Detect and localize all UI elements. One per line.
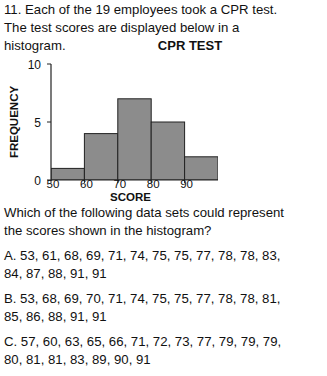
y-tick-label: 5 [34, 116, 41, 130]
question-line: 11. Each of the 19 employees took a CPR … [4, 2, 277, 17]
histogram-bar [84, 134, 117, 180]
histogram: CPR TEST FREQUENCY SCORE 0 5 10 50 60 70 80 90 [8, 38, 222, 203]
option-line: 80, 81, 81, 83, 89, 90, 91 [4, 352, 151, 367]
x-tick-label: 70 [113, 178, 126, 190]
question-line: The test scores are displayed below in a [4, 20, 240, 35]
option-line: A. 53, 61, 68, 69, 71, 74, 75, 75, 77, 7… [4, 248, 280, 263]
x-tick-label: 90 [180, 178, 193, 190]
histogram-bar [151, 122, 184, 180]
x-tick-label: 60 [80, 178, 93, 190]
y-tick [47, 64, 51, 65]
bars [51, 99, 218, 180]
y-tick [47, 122, 51, 123]
question-line: histogram. [4, 38, 66, 53]
y-tick-label: 10 [28, 58, 42, 72]
prompt-line: Which of the following data sets could r… [4, 205, 284, 220]
option-line: B. 53, 68, 69, 70, 71, 74, 75, 75, 77, 7… [4, 291, 280, 306]
histogram-bar [118, 99, 151, 180]
y-axis-label: FREQUENCY [8, 86, 20, 159]
x-tick-label: 50 [47, 178, 60, 190]
worksheet: 11. Each of the 19 employees took a CPR … [0, 0, 327, 376]
prompt-line: the scores shown in the histogram? [4, 223, 211, 238]
x-tick-label: 80 [147, 178, 160, 190]
x-axis-label: SCORE [110, 191, 151, 203]
option-line: C. 57, 60, 63, 65, 66, 71, 72, 73, 77, 7… [4, 334, 281, 349]
chart-title: CPR TEST [158, 38, 222, 53]
option-line: 85, 86, 88, 91, 91 [4, 309, 107, 324]
histogram-bar [185, 157, 218, 180]
y-tick-label: 0 [34, 174, 41, 188]
option-line: 84, 87, 88, 91, 91 [4, 266, 107, 281]
